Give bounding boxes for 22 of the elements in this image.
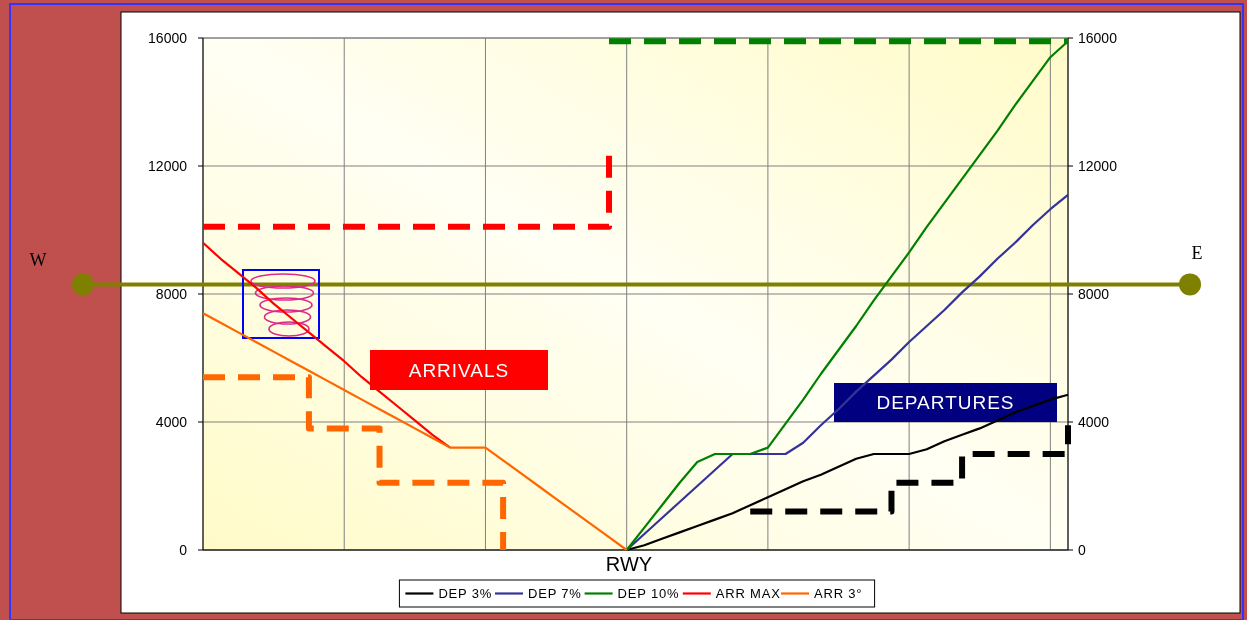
text: RWY <box>605 553 653 575</box>
line-series <box>201 312 628 552</box>
legend-label: DEP 10% <box>617 586 680 602</box>
legend-label: ARR MAX <box>715 586 781 602</box>
y2-tick-label: 16000 <box>1078 29 1118 46</box>
y2-tick-label: 4000 <box>1078 413 1110 430</box>
legend-label: ARR 3° <box>814 586 863 602</box>
line-series <box>625 193 1070 552</box>
annotation: DEPARTURES <box>876 392 1015 414</box>
legend-label: DEP 7% <box>528 586 582 602</box>
y2-tick-label: 12000 <box>1078 157 1118 174</box>
y-tick-label: 4000 <box>155 413 188 430</box>
y2-tick-label: 0 <box>1078 541 1086 558</box>
y-tick-label: 0 <box>179 541 188 558</box>
text: E <box>1191 243 1203 263</box>
text: W <box>29 250 47 270</box>
y2-tick-label: 8000 <box>1078 285 1110 302</box>
legend-label: DEP 3% <box>438 586 493 602</box>
y-tick-label: 8000 <box>155 285 188 302</box>
y-tick-label: 16000 <box>148 29 188 46</box>
y-tick-label: 12000 <box>148 157 188 174</box>
annotation: ARRIVALS <box>408 359 510 381</box>
